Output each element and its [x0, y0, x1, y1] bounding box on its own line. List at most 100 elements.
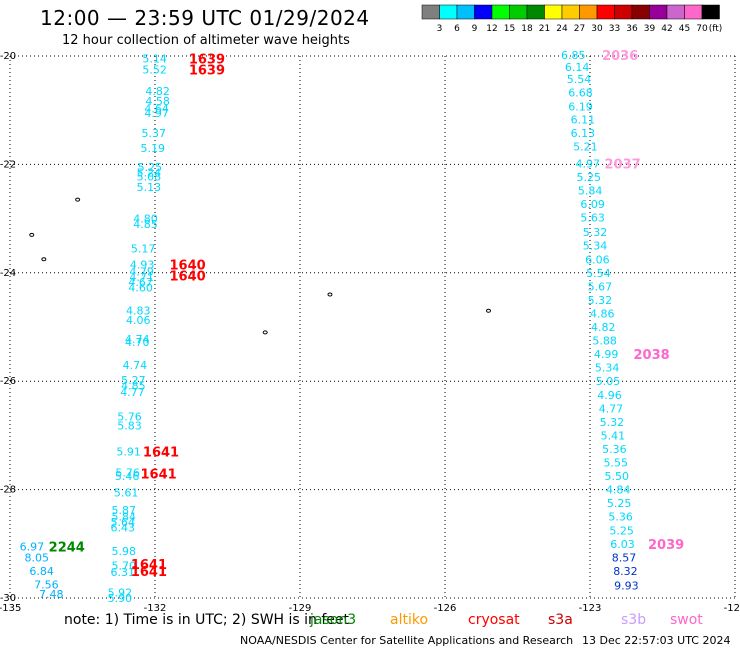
wave-height-label: 5.37	[141, 127, 166, 140]
legend-tick-label: 24	[556, 24, 568, 34]
wave-height-label: 4.79	[129, 266, 154, 279]
wave-height-label: 5.98	[112, 545, 137, 558]
wave-height-label: 4.97	[144, 107, 169, 120]
wave-height-label: 5.13	[137, 181, 162, 194]
wave-height-label: 6.06	[585, 253, 610, 266]
wave-height-label: 4.99	[594, 348, 619, 361]
wave-height-label: 4.74	[125, 333, 149, 346]
pass-number-label: 1641	[131, 558, 167, 573]
wave-height-label: 5.64	[111, 516, 135, 529]
wave-height-label: 8.57	[612, 551, 637, 564]
wave-height-label: 5.24	[137, 167, 162, 180]
wave-height-label: 4.70	[125, 336, 149, 349]
wave-height-label: 6.19	[568, 100, 593, 113]
wave-height-label: 4.74	[123, 359, 148, 372]
legend-tick-label: 6	[454, 24, 460, 34]
y-tick-label: -24	[0, 268, 16, 279]
page-title: 12:00 — 23:59 UTC 01/29/2024	[40, 6, 370, 30]
wave-height-label: 4.06	[126, 314, 151, 327]
legend-tick-label: 39	[644, 24, 656, 34]
wave-height-label: 4.58	[145, 95, 170, 108]
legend-tick-label: 36	[626, 24, 638, 34]
wave-height-label: 4.85	[121, 380, 145, 393]
wave-height-label: 5.41	[601, 429, 626, 442]
satellite-name-cryosat: cryosat	[468, 612, 520, 628]
satellite-name-s3b: s3b	[621, 612, 647, 628]
wave-height-label: 5.19	[141, 142, 166, 155]
x-tick-label: -132	[144, 603, 167, 614]
wave-height-label: 5.46	[115, 470, 140, 483]
wave-height-label: 4.82	[145, 85, 170, 98]
wave-height-label: 9.93	[614, 580, 639, 593]
pass-number-label: 1640	[170, 270, 206, 285]
wave-height-label: 5.34	[595, 362, 620, 375]
y-tick-label: -28	[0, 485, 16, 496]
island-shape	[486, 308, 491, 313]
legend-swatch	[701, 4, 720, 20]
y-tick-label: -26	[0, 376, 16, 387]
pass-number-label: 2039	[648, 538, 684, 553]
wave-height-label: 5.36	[608, 511, 633, 524]
wave-height-label: 4.97	[576, 157, 601, 170]
legend-tick-label: 30	[591, 24, 603, 34]
x-tick-label: -120	[724, 603, 740, 614]
wave-height-label: 5.14	[142, 53, 167, 66]
color-legend: 3 6 9 12 15 18 21 24 27 30 33 36 39 42 45 70 (ft)	[421, 4, 723, 34]
legend-unit: (ft)	[709, 24, 723, 34]
legend-tick-label: 27	[574, 24, 585, 34]
wave-height-label: 5.54	[567, 73, 592, 86]
y-tick-label: -30	[0, 593, 16, 604]
wave-height-label: 5.84	[578, 184, 603, 197]
satellite-name-altiko: altiko	[390, 612, 429, 628]
wave-height-label: 5.70	[112, 559, 137, 572]
satellite-name-swot: swot	[670, 612, 703, 628]
wave-height-label: 5.50	[605, 470, 630, 483]
wave-height-label: 4.67	[128, 276, 153, 289]
wave-height-label: 8.32	[613, 565, 638, 578]
wave-height-label: 4.82	[591, 321, 616, 334]
wave-height-label: 6.68	[568, 86, 593, 99]
island-shape	[29, 232, 35, 237]
chart-subtitle: 12 hour collection of altimeter wave hei…	[62, 33, 350, 48]
wave-height-label: 5.52	[142, 64, 167, 77]
x-tick-label: -126	[434, 603, 457, 614]
pass-number-label: 2037	[605, 157, 641, 172]
legend-tick-label: 45	[679, 24, 690, 34]
wave-height-label: 5.63	[580, 212, 605, 225]
wave-height-label: 5.25	[609, 524, 634, 537]
wave-height-label: 4.93	[130, 259, 155, 272]
wave-height-label: 6.14	[565, 61, 590, 74]
legend-tick-label: 15	[504, 24, 515, 34]
pass-number-label: 1641	[131, 565, 167, 580]
wave-height-label: 6.84	[29, 565, 54, 578]
pass-number-label: 1641	[143, 446, 179, 461]
wave-height-label: 8.05	[25, 551, 50, 564]
legend-tick-label: 33	[609, 24, 620, 34]
wave-height-label: 4.64	[144, 103, 169, 116]
wave-height-label: 5.32	[583, 226, 608, 239]
pass-number-label: 2038	[634, 348, 670, 363]
wave-height-label: 6.13	[571, 127, 596, 140]
wave-height-label: 5.67	[588, 280, 613, 293]
wave-height-label: 5.55	[604, 457, 629, 470]
wave-height-label: 5.90	[108, 592, 133, 605]
x-tick-label: -123	[579, 603, 602, 614]
wave-height-label: 5.88	[592, 335, 617, 348]
wave-height-label: 5.54	[586, 267, 611, 280]
y-tick-label: -20	[0, 51, 16, 62]
satellite-name-s3a: s3a	[548, 612, 573, 628]
wave-height-label: 4.77	[599, 402, 624, 415]
legend-tick-label: 21	[539, 24, 550, 34]
wave-height-label: 5.87	[112, 504, 137, 517]
pass-number-label: 2036	[602, 49, 638, 64]
wave-height-label: 5.21	[573, 141, 598, 154]
legend-tick-label: 18	[521, 24, 533, 34]
wave-height-label: 5.36	[602, 443, 627, 456]
wave-height-label: 6.85	[561, 49, 586, 62]
wave-height-label: 5.25	[576, 171, 601, 184]
pass-number-label: 1639	[189, 64, 225, 79]
wave-height-label: 5.76	[117, 410, 142, 423]
wave-height-label: 6.43	[111, 522, 135, 535]
wave-height-label: 5.32	[588, 294, 613, 307]
note-text: note: 1) Time is in UTC; 2) SWH is in fe…	[64, 612, 350, 628]
